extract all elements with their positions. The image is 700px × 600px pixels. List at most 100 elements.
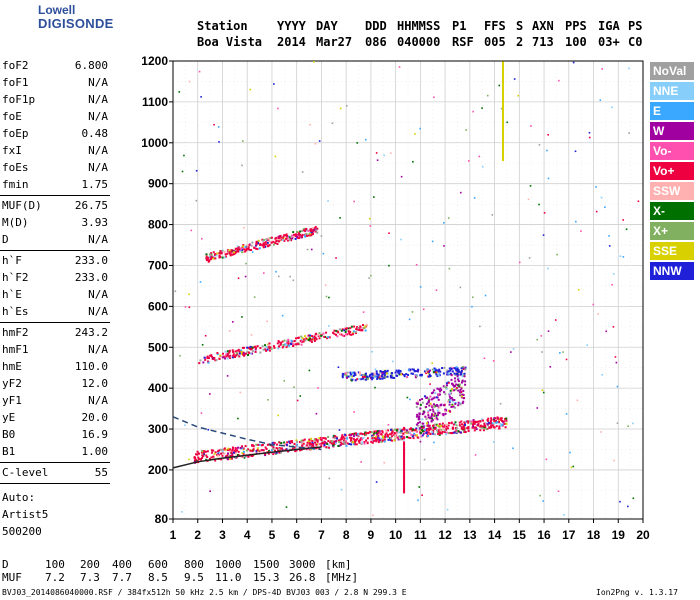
echo-point [304, 235, 307, 238]
echo-point [327, 435, 330, 438]
echo-point [455, 368, 458, 371]
auto-scaling-info: Artist5 [2, 508, 49, 521]
noise-point [309, 123, 311, 126]
echo-point [304, 446, 307, 449]
distance-cell: [km] [325, 558, 352, 571]
y-tick-label: 400 [148, 381, 168, 395]
echo-point [241, 251, 244, 254]
echo-point [215, 254, 218, 257]
foF2-marker [403, 447, 406, 451]
echo-point [318, 443, 321, 446]
legend-item: NNE [650, 82, 694, 100]
param-value: 6.800 [74, 59, 108, 72]
echo-point [464, 383, 467, 386]
echo-point [305, 337, 308, 340]
echo-point [195, 459, 198, 462]
noise-point [419, 440, 422, 443]
echo-point [313, 337, 316, 340]
echo-point [505, 422, 508, 425]
echo-point [371, 373, 374, 376]
echo-point [453, 398, 456, 401]
noise-point [218, 141, 220, 143]
echo-point [241, 248, 244, 251]
y-tick-label: 1100 [142, 95, 168, 109]
echo-point [422, 425, 425, 428]
echo-point [407, 431, 410, 434]
echo-point [463, 427, 466, 430]
echo-point [448, 392, 451, 395]
foF2-marker [403, 488, 406, 492]
noise-point [241, 164, 243, 167]
echo-point [296, 230, 299, 233]
echo-point [461, 402, 464, 405]
header-label: S [516, 19, 524, 33]
echo-point [464, 423, 467, 426]
echo-point [406, 376, 409, 379]
echo-point [203, 450, 206, 453]
param-name: fxI [2, 144, 22, 157]
param-value: N/A [88, 288, 108, 301]
echo-point [371, 435, 374, 438]
echo-point [214, 257, 217, 260]
echo-point [438, 427, 441, 430]
echo-point [410, 433, 413, 436]
noise-point [628, 132, 630, 134]
echo-point [278, 451, 281, 454]
echo-point [250, 454, 253, 457]
param-value: 26.75 [74, 199, 108, 212]
noise-point [628, 67, 630, 70]
echo-point [301, 337, 304, 340]
echo-point [229, 455, 232, 458]
echo-point [289, 440, 292, 443]
echo-point [270, 347, 273, 350]
echo-point [239, 446, 242, 449]
echo-point [501, 423, 504, 426]
echo-point [447, 432, 450, 435]
echo-point [505, 419, 508, 422]
echo-point [335, 436, 338, 439]
param-row: foF1 N/A [2, 75, 108, 91]
echo-point [231, 446, 234, 449]
echo-point [335, 333, 338, 336]
echo-point [311, 444, 314, 447]
echo-point [313, 339, 316, 342]
echo-point [313, 441, 316, 444]
echo-point [296, 342, 299, 345]
echo-point [347, 330, 350, 333]
echo-point [300, 439, 303, 442]
echo-point [348, 333, 351, 336]
echo-point [234, 247, 237, 250]
echo-point [226, 352, 229, 355]
echo-point [430, 392, 433, 395]
footer-file-info: BVJ03_2014086040000.RSF / 384fx512h 50 k… [2, 588, 407, 597]
echo-point [323, 444, 326, 447]
echo-point [344, 373, 347, 376]
echo-point [431, 431, 434, 434]
echo-point [228, 355, 231, 358]
echo-point [433, 433, 436, 436]
echo-point [248, 248, 251, 251]
noise-point [473, 197, 476, 199]
echo-point [458, 385, 461, 388]
noise-point [362, 311, 365, 313]
noise-point [554, 319, 557, 321]
x-tick-label: 12 [438, 528, 452, 542]
echo-point [429, 409, 432, 412]
echo-point [461, 373, 464, 376]
vertical-echo [502, 76, 504, 81]
echo-point [199, 458, 202, 461]
echo-point [293, 233, 296, 236]
echo-point [446, 371, 449, 374]
echo-point [447, 372, 450, 375]
echo-point [394, 434, 397, 437]
echo-point [250, 348, 253, 351]
echo-point [423, 410, 426, 413]
param-name: yF1 [2, 394, 22, 407]
noise-point [241, 316, 243, 318]
echo-point [354, 379, 357, 382]
echo-point [366, 432, 369, 435]
echo-point [312, 336, 315, 339]
echo-point [459, 403, 462, 406]
logo-lowell: Lowell [38, 3, 76, 17]
echo-point [357, 434, 360, 437]
